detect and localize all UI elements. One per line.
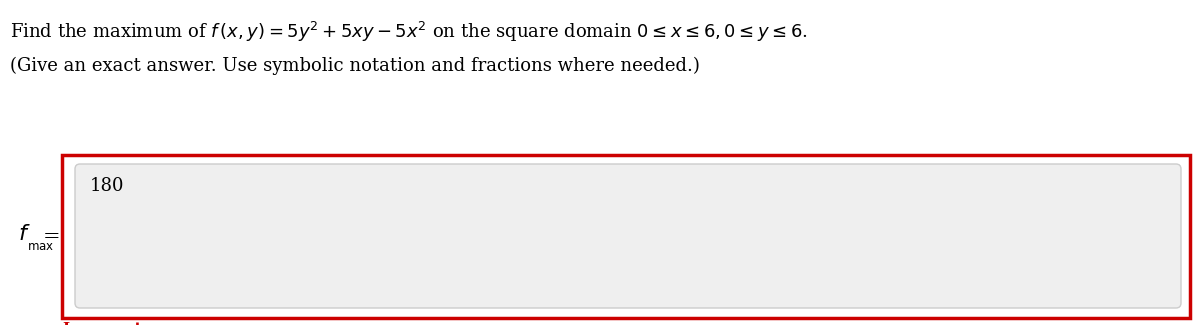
Text: =: = [43, 227, 61, 246]
FancyBboxPatch shape [74, 164, 1181, 308]
Text: Find the maximum of $f\,(x, y) = 5y^2 + 5xy - 5x^2$ on the square domain $0 \leq: Find the maximum of $f\,(x, y) = 5y^2 + … [10, 20, 808, 44]
Text: (Give an exact answer. Use symbolic notation and fractions where needed.): (Give an exact answer. Use symbolic nota… [10, 57, 700, 75]
FancyBboxPatch shape [62, 155, 1190, 318]
Text: Incorrect: Incorrect [62, 322, 142, 325]
Text: 180: 180 [90, 177, 125, 195]
Text: $f$: $f$ [18, 223, 31, 244]
Text: $\mathrm{max}$: $\mathrm{max}$ [28, 240, 54, 254]
